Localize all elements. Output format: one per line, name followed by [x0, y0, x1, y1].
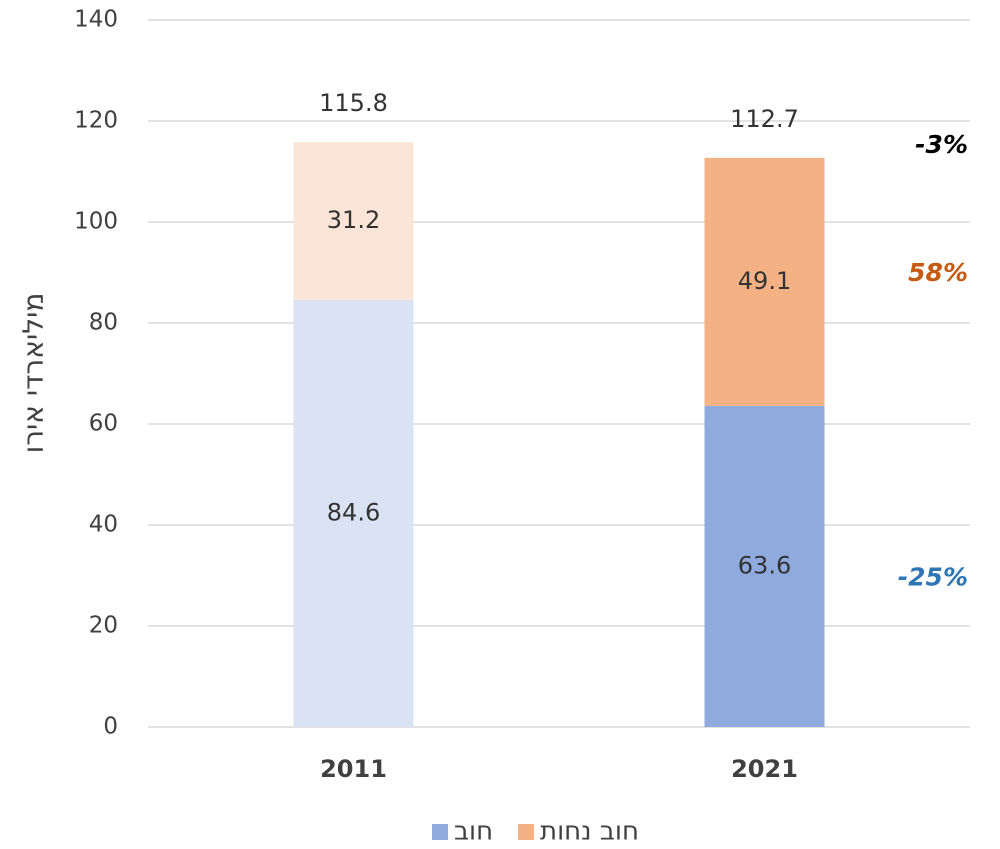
y-tick-label: 60	[89, 411, 118, 437]
y-tick-label: 120	[74, 108, 118, 134]
y-tick-label: 100	[74, 209, 118, 235]
y-tick-label: 20	[89, 613, 118, 639]
x-tick-label: 2011	[320, 755, 387, 783]
y-tick-label: 140	[74, 7, 118, 33]
data-label: 63.6	[738, 551, 791, 579]
annotation: -25%	[898, 562, 968, 591]
bar-segment	[704, 405, 825, 727]
y-axis-title: מיליארדי אירו	[17, 293, 50, 454]
annotation: 58%	[908, 258, 968, 287]
total-label: 112.7	[730, 105, 799, 133]
y-tick-label: 0	[103, 714, 118, 740]
y-tick-label: 80	[89, 310, 118, 336]
data-label: 31.2	[327, 206, 380, 234]
total-label: 115.8	[319, 89, 388, 117]
legend-swatch	[432, 824, 448, 840]
legend-label: חוב	[454, 817, 493, 847]
y-tick-label: 40	[89, 512, 118, 538]
bar-segment	[704, 157, 825, 406]
data-label: 49.1	[738, 267, 791, 295]
legend-label: חוב נחות	[540, 817, 639, 847]
bar-segment	[293, 142, 414, 300]
bar-segment	[293, 299, 414, 727]
legend-swatch	[518, 824, 534, 840]
data-label: 84.6	[327, 498, 380, 526]
annotation: -3%	[915, 130, 968, 159]
x-tick-label: 2021	[731, 755, 798, 783]
